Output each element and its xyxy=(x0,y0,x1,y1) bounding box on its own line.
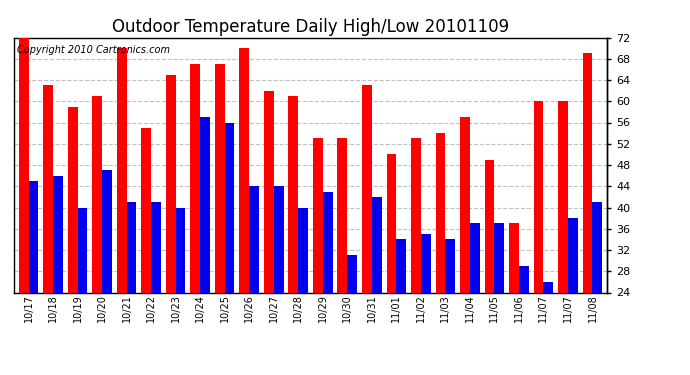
Bar xyxy=(225,123,235,375)
Bar xyxy=(460,117,470,375)
Bar xyxy=(470,224,480,375)
Bar xyxy=(274,186,284,375)
Bar xyxy=(396,239,406,375)
Bar xyxy=(558,101,568,375)
Bar xyxy=(166,75,176,375)
Bar xyxy=(215,64,225,375)
Bar xyxy=(484,160,495,375)
Bar xyxy=(200,117,210,375)
Bar xyxy=(126,202,137,375)
Bar xyxy=(68,106,77,375)
Bar xyxy=(593,202,602,375)
Bar xyxy=(347,255,357,375)
Bar xyxy=(102,170,112,375)
Bar xyxy=(43,86,53,375)
Bar xyxy=(288,96,298,375)
Title: Outdoor Temperature Daily High/Low 20101109: Outdoor Temperature Daily High/Low 20101… xyxy=(112,18,509,36)
Bar xyxy=(239,48,249,375)
Bar xyxy=(533,101,544,375)
Bar xyxy=(337,138,347,375)
Bar xyxy=(519,266,529,375)
Bar xyxy=(190,64,200,375)
Bar xyxy=(92,96,102,375)
Bar xyxy=(421,234,431,375)
Bar xyxy=(141,128,151,375)
Bar xyxy=(582,54,593,375)
Bar xyxy=(249,186,259,375)
Bar xyxy=(77,207,88,375)
Bar xyxy=(53,176,63,375)
Bar xyxy=(435,133,445,375)
Bar xyxy=(544,282,553,375)
Text: Copyright 2010 Cartronics.com: Copyright 2010 Cartronics.com xyxy=(17,45,170,55)
Bar xyxy=(509,224,519,375)
Bar xyxy=(362,86,372,375)
Bar xyxy=(117,48,126,375)
Bar xyxy=(298,207,308,375)
Bar xyxy=(445,239,455,375)
Bar xyxy=(19,32,28,375)
Bar xyxy=(176,207,186,375)
Bar xyxy=(313,138,323,375)
Bar xyxy=(411,138,421,375)
Bar xyxy=(386,154,396,375)
Bar xyxy=(372,197,382,375)
Bar xyxy=(28,181,39,375)
Bar xyxy=(568,218,578,375)
Bar xyxy=(323,192,333,375)
Bar xyxy=(495,224,504,375)
Bar xyxy=(264,91,274,375)
Bar xyxy=(151,202,161,375)
